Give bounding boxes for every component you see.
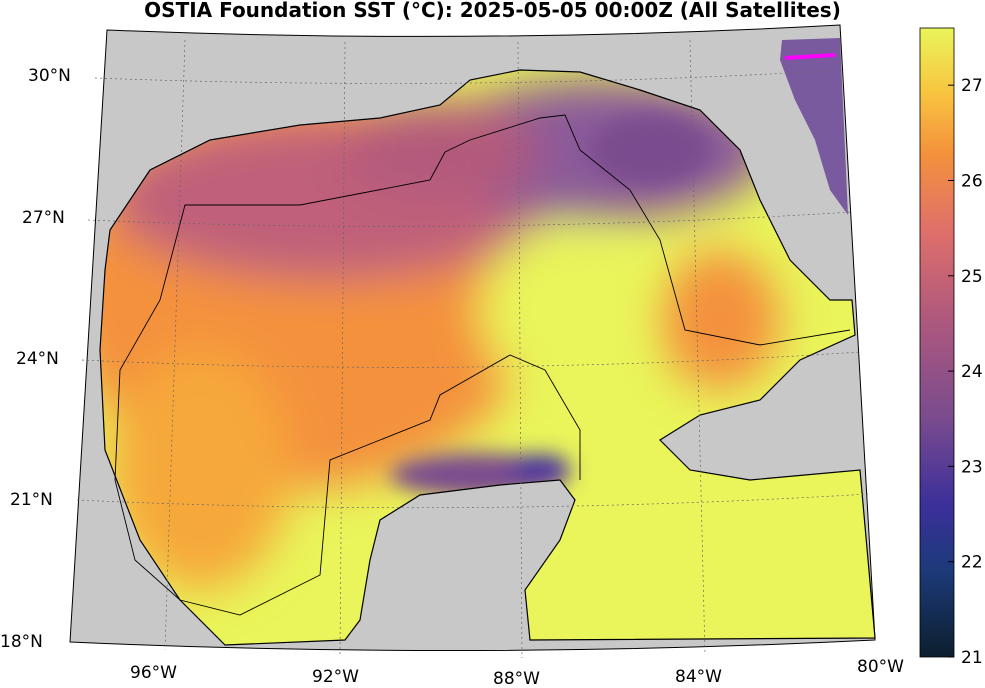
lon-label: 80°W bbox=[857, 657, 904, 677]
lon-label: 88°W bbox=[493, 669, 540, 688]
atlantic-sst bbox=[780, 38, 848, 215]
colorbar-tick-label: 23 bbox=[961, 457, 983, 477]
longitude-labels: 96°W 92°W 88°W 84°W 80°W bbox=[130, 657, 904, 688]
colorbar-tick-label: 24 bbox=[961, 362, 983, 382]
map-title: OSTIA Foundation SST (°C): 2025-05-05 00… bbox=[144, 0, 841, 22]
lat-label: 21°N bbox=[10, 490, 53, 510]
lat-label: 30°N bbox=[28, 66, 71, 86]
colorbar-tick-label: 26 bbox=[961, 171, 983, 191]
colorbar-tick-label: 21 bbox=[961, 648, 983, 668]
magenta-marker bbox=[784, 53, 836, 60]
lon-label: 92°W bbox=[312, 667, 359, 687]
colorbar-tick-label: 27 bbox=[961, 76, 983, 96]
lat-label: 27°N bbox=[22, 208, 65, 228]
colorbar bbox=[919, 27, 955, 658]
graticule bbox=[76, 39, 869, 659]
colorbar-tick-label: 25 bbox=[961, 267, 983, 287]
colorbar-tick-label: 22 bbox=[961, 553, 983, 573]
lat-label: 24°N bbox=[16, 349, 59, 369]
colorbar-ticks: 21 22 23 24 25 26 27 bbox=[948, 76, 983, 668]
lon-label: 96°W bbox=[130, 663, 177, 683]
lon-label: 84°W bbox=[675, 667, 722, 687]
coastline bbox=[99, 69, 876, 646]
latitude-labels: 30°N 27°N 24°N 21°N 18°N bbox=[0, 66, 71, 652]
eez-boundary bbox=[114, 114, 851, 616]
lat-label: 18°N bbox=[0, 632, 43, 652]
